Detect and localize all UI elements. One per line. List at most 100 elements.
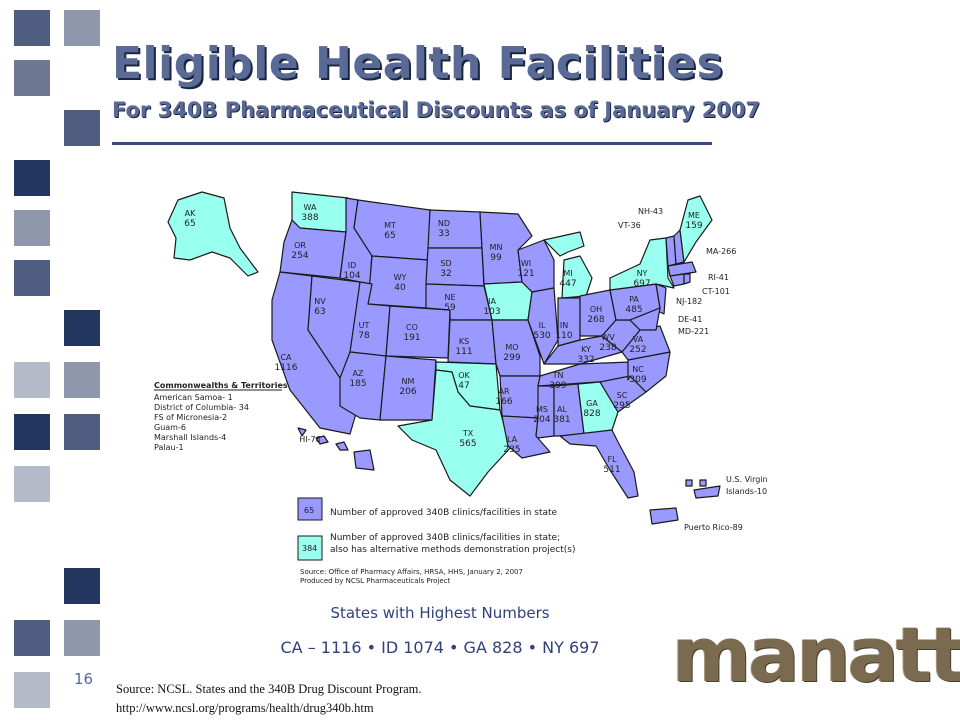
state-fl	[559, 429, 639, 499]
state-label-wy: WY	[394, 273, 407, 282]
state-ks	[447, 319, 497, 365]
state-ma	[667, 261, 697, 277]
state-label-mn: MN	[490, 243, 503, 252]
state-count-me: 159	[685, 221, 702, 231]
state-label-nc: NC	[632, 365, 644, 374]
state-count-ms: 204	[533, 415, 550, 425]
callout-de: DE-41	[678, 315, 702, 324]
state-count-ga: 828	[583, 409, 600, 419]
deco-square	[64, 620, 100, 656]
state-label-or: OR	[294, 241, 306, 250]
deco-square	[14, 466, 50, 502]
state-sd	[425, 247, 485, 287]
deco-square	[14, 362, 50, 398]
state-count-ia: 103	[483, 307, 500, 317]
deco-square	[14, 160, 50, 196]
state-label-hi-76: HI-76	[299, 435, 320, 444]
legend-swatch-value: 65	[304, 506, 314, 515]
state-label-tn: TN	[552, 371, 564, 380]
state-label-wi: WI	[521, 259, 531, 268]
state-count-al: 381	[553, 415, 570, 425]
state-count-sc: 295	[613, 401, 630, 411]
state-count-nv: 63	[314, 307, 325, 317]
territory-item: American Samoa- 1	[154, 393, 233, 402]
state-count-oh: 268	[587, 315, 604, 325]
state-count-tx: 565	[459, 439, 476, 449]
state-ny	[609, 237, 675, 291]
territory-item: FS of Micronesia-2	[154, 413, 227, 422]
state-hi	[297, 427, 375, 471]
state-label-nd: ND	[438, 219, 450, 228]
state-label-mi: MI	[563, 269, 572, 278]
state-count-fl: 511	[603, 465, 620, 475]
footer-source: Source: NCSL. States and the 340B Drug D…	[116, 680, 636, 718]
state-label-wv: WV	[601, 333, 615, 342]
legend-swatch-value: 384	[302, 544, 317, 553]
state-label-ky: KY	[581, 345, 591, 354]
state-count-wa: 388	[301, 213, 318, 223]
state-wa	[291, 191, 349, 233]
state-count-ut: 78	[358, 331, 370, 341]
state-count-il: 530	[533, 331, 550, 341]
map-source: Source: Office of Pharmacy Affairs, HRSA…	[300, 568, 523, 576]
state-count-mi: 447	[559, 279, 576, 289]
deco-square	[64, 10, 100, 46]
state-count-in: 110	[555, 331, 572, 341]
callout-nj: NJ-182	[676, 297, 702, 306]
footer-source-line: Source: NCSL. States and the 340B Drug D…	[116, 682, 422, 696]
legend-text-demo: also has alternative methods demonstrati…	[330, 545, 575, 555]
deco-square	[14, 210, 50, 246]
territory-item: Palau-1	[154, 443, 184, 452]
state-count-az: 185	[349, 379, 366, 389]
deco-square	[14, 10, 50, 46]
state-count-nc: 309	[629, 375, 646, 385]
manatt-logo: manatt	[672, 610, 960, 699]
state-label-nm: NM	[402, 377, 415, 386]
state-count-co: 191	[403, 333, 420, 343]
puerto-rico	[649, 507, 679, 525]
state-label-ar: AR	[498, 387, 509, 396]
title-rule	[112, 142, 712, 145]
state-count-mo: 299	[503, 353, 520, 363]
state-count-sd: 32	[440, 269, 451, 279]
state-count-ne: 59	[444, 303, 456, 313]
usvi-label: Islands-10	[726, 487, 767, 496]
state-count-or: 254	[291, 251, 308, 261]
state-label-ok: OK	[458, 371, 470, 380]
state-count-ar: 166	[495, 397, 512, 407]
pr-label: Puerto Rico-89	[684, 523, 743, 532]
state-count-la: 235	[503, 445, 520, 455]
page-number: 16	[74, 670, 94, 688]
deco-square	[14, 60, 50, 96]
legend-text-demo: Number of approved 340B clinics/faciliti…	[330, 533, 560, 543]
state-label-mo: MO	[505, 343, 518, 352]
state-count-ca: 1116	[275, 363, 298, 373]
state-label-nv: NV	[314, 297, 326, 306]
callout-vt: VT-36	[618, 221, 641, 230]
state-count-wy: 40	[394, 283, 406, 293]
state-md	[629, 307, 661, 331]
state-count-mn: 99	[490, 253, 502, 263]
state-label-ga: GA	[586, 399, 598, 408]
state-count-id: 104	[343, 271, 360, 281]
state-label-sd: SD	[440, 259, 451, 268]
state-label-ms: MS	[536, 405, 548, 414]
state-label-ak: AK	[185, 209, 196, 218]
map-source: Produced by NCSL Pharmaceuticals Project	[300, 577, 451, 585]
state-label-fl: FL	[607, 455, 617, 464]
state-label-ks: KS	[459, 337, 469, 346]
territory-item: Marshall Islands-4	[154, 433, 226, 442]
state-tx	[397, 369, 511, 497]
state-count-wi: 121	[517, 269, 534, 279]
page-title: Eligible Health Facilities	[112, 38, 724, 89]
state-label-al: AL	[557, 405, 567, 414]
state-count-ny: 697	[633, 279, 650, 289]
state-nj	[655, 283, 667, 315]
state-label-pa: PA	[629, 295, 639, 304]
state-label-sc: SC	[617, 391, 628, 400]
state-label-wa: WA	[304, 203, 317, 212]
deco-square	[14, 414, 50, 450]
state-label-in: IN	[560, 321, 568, 330]
callout-ri: RI-41	[708, 273, 729, 282]
state-count-nm: 206	[399, 387, 416, 397]
